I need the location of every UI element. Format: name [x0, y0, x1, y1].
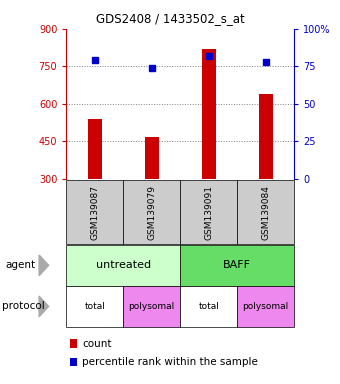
- Text: GSM139091: GSM139091: [204, 185, 213, 240]
- Bar: [88, 119, 102, 179]
- Text: BAFF: BAFF: [223, 260, 251, 270]
- Text: GDS2408 / 1433502_s_at: GDS2408 / 1433502_s_at: [96, 12, 244, 25]
- Text: protocol: protocol: [2, 301, 45, 311]
- Text: total: total: [84, 302, 105, 311]
- Text: GSM139087: GSM139087: [90, 185, 99, 240]
- Bar: [144, 137, 159, 179]
- Text: total: total: [198, 302, 219, 311]
- Text: polysomal: polysomal: [242, 302, 289, 311]
- Bar: [202, 49, 216, 179]
- Text: count: count: [82, 339, 112, 349]
- Text: GSM139084: GSM139084: [261, 185, 270, 240]
- Text: untreated: untreated: [96, 260, 151, 270]
- Text: percentile rank within the sample: percentile rank within the sample: [82, 357, 258, 367]
- Text: polysomal: polysomal: [129, 302, 175, 311]
- Bar: [258, 94, 273, 179]
- Text: agent: agent: [5, 260, 35, 270]
- Text: GSM139079: GSM139079: [147, 185, 156, 240]
